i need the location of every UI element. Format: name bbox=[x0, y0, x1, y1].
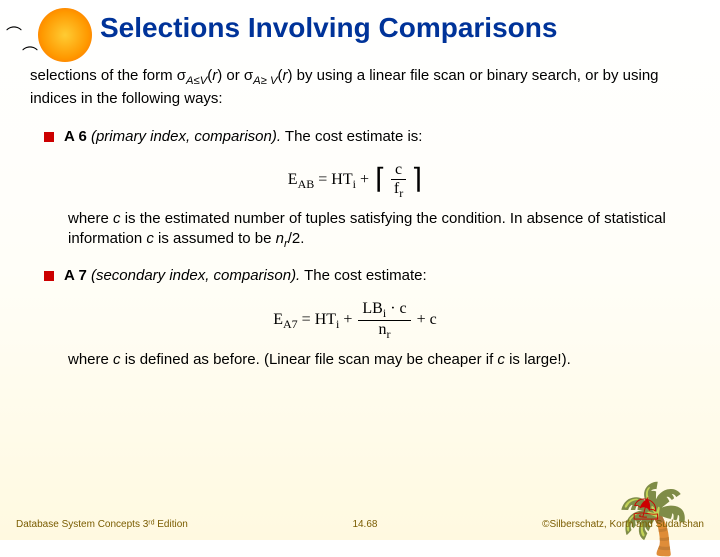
bullet-a7: A 7 (secondary index, comparison). The c… bbox=[30, 266, 680, 370]
ceil-left-icon: ⌈ bbox=[375, 172, 386, 189]
bullet-desc: (secondary index, comparison). bbox=[91, 267, 300, 284]
ceil-right-icon: ⌉ bbox=[411, 172, 422, 189]
after-text-a6: where c is the estimated number of tuple… bbox=[68, 209, 680, 252]
bullet-a6: A 6 (primary index, comparison). The cos… bbox=[30, 127, 680, 252]
bird-icon: ︵ bbox=[22, 30, 38, 54]
footer-left: Database System Concepts 3ʳᵈ Edition bbox=[16, 519, 188, 530]
bullet-square-icon bbox=[44, 271, 54, 281]
formula-lhs: EA7 = HTi + bbox=[273, 309, 352, 332]
footer-center: 14.68 bbox=[352, 519, 377, 530]
bullet-tail: The cost estimate is: bbox=[281, 128, 422, 145]
bullet-tail: The cost estimate: bbox=[300, 267, 426, 284]
footer: Database System Concepts 3ʳᵈ Edition 14.… bbox=[16, 519, 704, 530]
footer-right: ©Silberschatz, Korth and Sudarshan bbox=[542, 519, 704, 530]
formula-num: c bbox=[391, 162, 406, 180]
formula-a7: EA7 = HTi + LBi · c nr + c bbox=[30, 301, 680, 340]
sun-graphic bbox=[38, 8, 92, 62]
bullet-lead: A 7 bbox=[64, 267, 87, 284]
formula-num: LBi · c bbox=[358, 301, 410, 321]
bullet-lead: A 6 bbox=[64, 128, 87, 145]
formula-extra: + c bbox=[417, 309, 437, 331]
bullet-desc: (primary index, comparison). bbox=[91, 128, 281, 145]
bullet-square-icon bbox=[44, 132, 54, 142]
formula-den: fr bbox=[390, 180, 407, 199]
after-text-a7: where c is defined as before. (Linear fi… bbox=[68, 350, 680, 370]
formula-den: nr bbox=[375, 321, 395, 340]
bird-icon: ︵ bbox=[6, 10, 22, 34]
formula-lhs: EAB = HTi + bbox=[288, 169, 369, 192]
body-content: selections of the form σA≤V(r) or σA≥ V(… bbox=[30, 66, 680, 370]
formula-a6: EAB = HTi + ⌈ c fr ⌉ bbox=[30, 162, 680, 199]
page-title: Selections Involving Comparisons bbox=[100, 12, 690, 44]
intro-text: selections of the form σA≤V(r) or σA≥ V(… bbox=[30, 66, 680, 109]
